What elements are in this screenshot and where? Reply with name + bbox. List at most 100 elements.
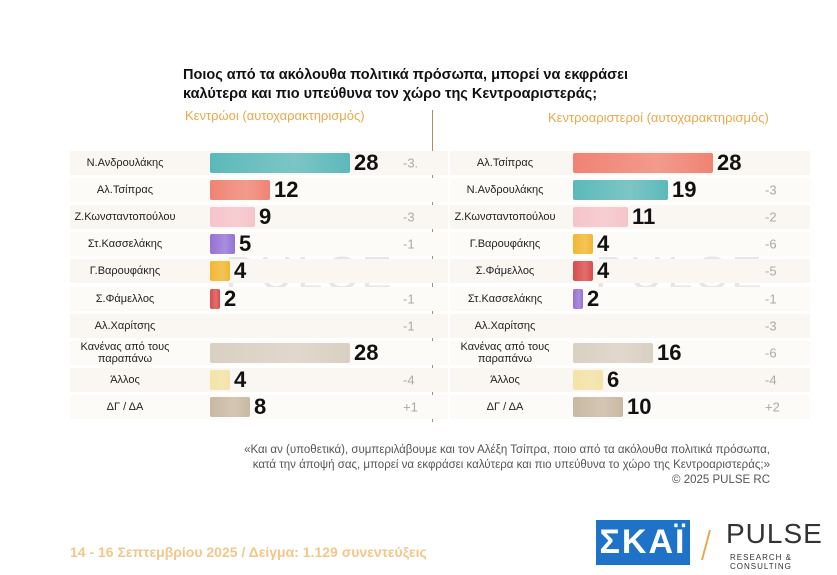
row-band <box>450 205 810 230</box>
value-label: 2 <box>224 285 237 311</box>
category-label: Στ.Κασσελάκης <box>87 238 163 251</box>
row-band <box>70 367 448 392</box>
category-label: Σ.Φάμελλος <box>95 292 155 305</box>
note-line: © 2025 PULSE RC <box>672 474 770 486</box>
category-label: Αλ.Τσίπρας <box>96 184 154 197</box>
row-band <box>450 259 810 284</box>
change-label: -6 <box>765 236 777 252</box>
category-label: Στ.Κασσελάκης <box>467 292 543 305</box>
category-label: Αλ.Τσίπρας <box>476 157 534 169</box>
skai-logo: ΣΚΑΪ <box>596 520 690 565</box>
category-label: Ζ.Κωνσταντοπούλου <box>454 211 556 224</box>
value-label: 19 <box>672 177 697 203</box>
bar <box>210 369 230 390</box>
bar <box>210 207 255 228</box>
category-label: Κανένας από τους παραπάνω <box>80 340 170 365</box>
value-label: 4 <box>597 258 610 284</box>
change-label: -1 <box>765 291 777 306</box>
bar <box>210 342 350 363</box>
bar <box>210 288 220 309</box>
value-label: 2 <box>587 285 600 311</box>
title-line: καλύτερα και πιο υπεύθυνα τον χώρο της Κ… <box>183 86 598 102</box>
change-label: -3. <box>403 155 419 171</box>
category-label: Σ.Φάμελλος <box>475 265 535 278</box>
row-band <box>450 232 810 257</box>
change-label: -2 <box>765 209 777 225</box>
value-label: 4 <box>597 231 610 257</box>
change-label: -1 <box>403 236 415 252</box>
value-label: 5 <box>239 231 252 257</box>
row-band <box>70 313 448 338</box>
title-line: Ποιος από τα ακόλουθα πολιτικά πρόσωπα, … <box>183 67 629 83</box>
value-label: 6 <box>607 366 620 392</box>
row-band <box>70 259 448 284</box>
row-band <box>70 205 448 230</box>
note: «Και αν (υποθετικά), συμπεριλάβουμε και … <box>150 443 770 488</box>
change-label: -5 <box>765 263 777 279</box>
bar <box>210 153 350 173</box>
change-label: -6 <box>765 345 777 361</box>
chart-subtitle: Κεντροαριστεροί (αυτοχαρακτηρισμός) <box>548 110 769 125</box>
bar <box>573 288 583 309</box>
value-label: 28 <box>717 150 742 175</box>
row-band <box>450 313 810 338</box>
bar <box>573 153 713 173</box>
category-label: Άλλος <box>490 373 520 386</box>
row-band <box>70 394 448 419</box>
value-label: 28 <box>354 150 379 175</box>
value-label: 9 <box>259 204 272 230</box>
note-line: «Και αν (υποθετικά), συμπεριλάβουμε και … <box>244 444 770 456</box>
change-label: -1 <box>403 291 415 306</box>
category-label: Αλ.Χαρίτσης <box>94 319 156 332</box>
bar <box>573 396 623 417</box>
category-label: Γ.Βαρουφάκης <box>89 265 161 278</box>
change-label: -3 <box>765 318 777 334</box>
row-band <box>450 394 810 419</box>
value-label: 28 <box>354 339 379 365</box>
value-label: 10 <box>627 393 652 419</box>
category-label: Κανένας από τους παραπάνω <box>460 340 550 365</box>
change-label: -1 <box>403 318 415 334</box>
pulse-logo: PULSE <box>726 518 823 549</box>
title: Ποιος από τα ακόλουθα πολιτικά πρόσωπα, … <box>183 66 628 104</box>
value-label: 16 <box>657 339 682 365</box>
row-band <box>450 367 810 392</box>
bar <box>573 234 593 255</box>
bar <box>573 180 668 201</box>
bar <box>573 369 603 390</box>
value-label: 4 <box>234 366 247 392</box>
value-label: 12 <box>274 177 299 203</box>
bar <box>573 261 593 282</box>
pulse-icon <box>700 530 730 560</box>
category-label: Ν.Ανδρουλάκης <box>86 157 164 169</box>
value-label: 4 <box>234 258 247 284</box>
bar <box>210 180 270 201</box>
footer: 14 - 16 Σεπτεμβρίου 2025 / Δείγμα: 1.129… <box>70 544 427 560</box>
change-label: -3 <box>403 209 415 225</box>
change-label: -4 <box>403 372 415 388</box>
bar <box>210 261 230 282</box>
note-line: κατά την άποψή σας, μπορεί να εκφράσει κ… <box>252 459 770 471</box>
category-label: Γ.Βαρουφάκης <box>469 238 541 251</box>
value-label: 8 <box>254 393 267 419</box>
bar <box>210 234 235 255</box>
change-label: +1 <box>403 399 418 415</box>
change-label: -4 <box>765 372 777 388</box>
change-label: +2 <box>765 399 780 415</box>
change-label: -3 <box>765 182 777 198</box>
chart-subtitle: Κεντρώοι (αυτοχαρακτηρισμός) <box>185 108 365 123</box>
row-band <box>70 286 448 311</box>
row-band <box>450 286 810 311</box>
category-label: Ν.Ανδρουλάκης <box>466 184 544 197</box>
category-label: Αλ.Χαρίτσης <box>474 319 536 332</box>
category-label: Ζ.Κωνσταντοπούλου <box>74 211 176 224</box>
bar <box>573 207 628 228</box>
row-band <box>70 232 448 257</box>
category-label: ΔΓ / ΔΑ <box>106 400 144 413</box>
pulse-logo-sub: RESEARCH & CONSULTING <box>730 553 793 571</box>
value-label: 11 <box>632 204 656 230</box>
category-label: Άλλος <box>110 373 140 386</box>
bar <box>573 342 653 363</box>
category-label: ΔΓ / ΔΑ <box>486 400 524 413</box>
